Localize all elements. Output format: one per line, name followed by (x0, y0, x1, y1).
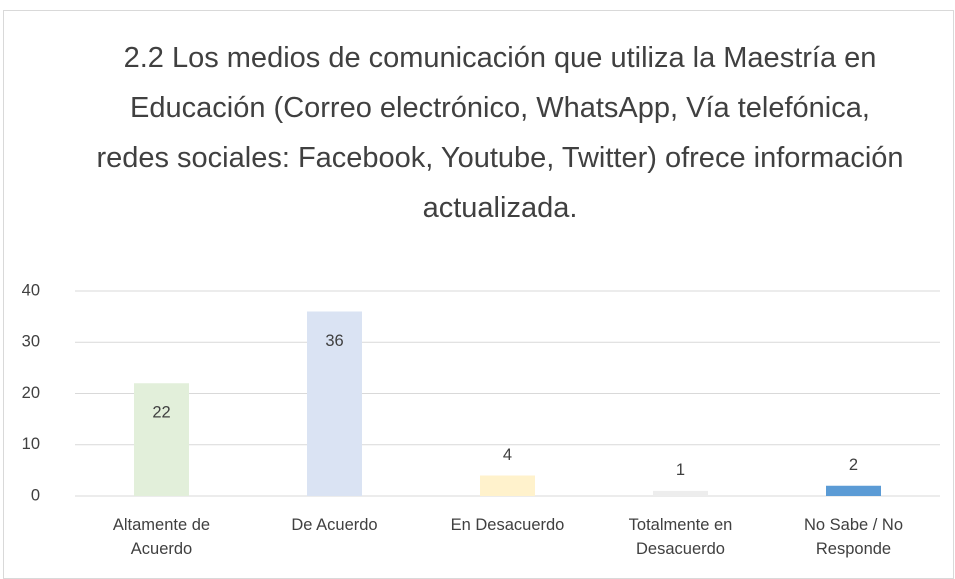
y-tick-label: 30 (22, 333, 40, 351)
y-tick-label: 20 (22, 384, 40, 402)
y-tick-label: 0 (31, 486, 40, 504)
bar (826, 485, 881, 496)
data-label: 22 (152, 404, 170, 422)
bar (307, 311, 362, 496)
data-label: 1 (676, 461, 685, 479)
data-label: 36 (325, 332, 343, 350)
data-label: 4 (503, 446, 512, 464)
x-tick-label: De Acuerdo (291, 516, 378, 534)
bar (134, 383, 189, 496)
x-tick-label: No Sabe / No Responde (803, 516, 904, 558)
x-tick-label: Totalmente en Desacuerdo (628, 516, 733, 558)
x-tick-label: En Desacuerdo (450, 516, 565, 534)
data-label: 2 (849, 456, 858, 474)
bar (480, 475, 535, 496)
y-tick-label: 10 (22, 435, 40, 453)
chart-title: 2.2 Los medios de comunicación que utili… (96, 42, 904, 224)
x-tick-label: Altamente de Acuerdo (112, 516, 211, 558)
bar (653, 490, 708, 496)
y-tick-label: 40 (22, 281, 40, 299)
